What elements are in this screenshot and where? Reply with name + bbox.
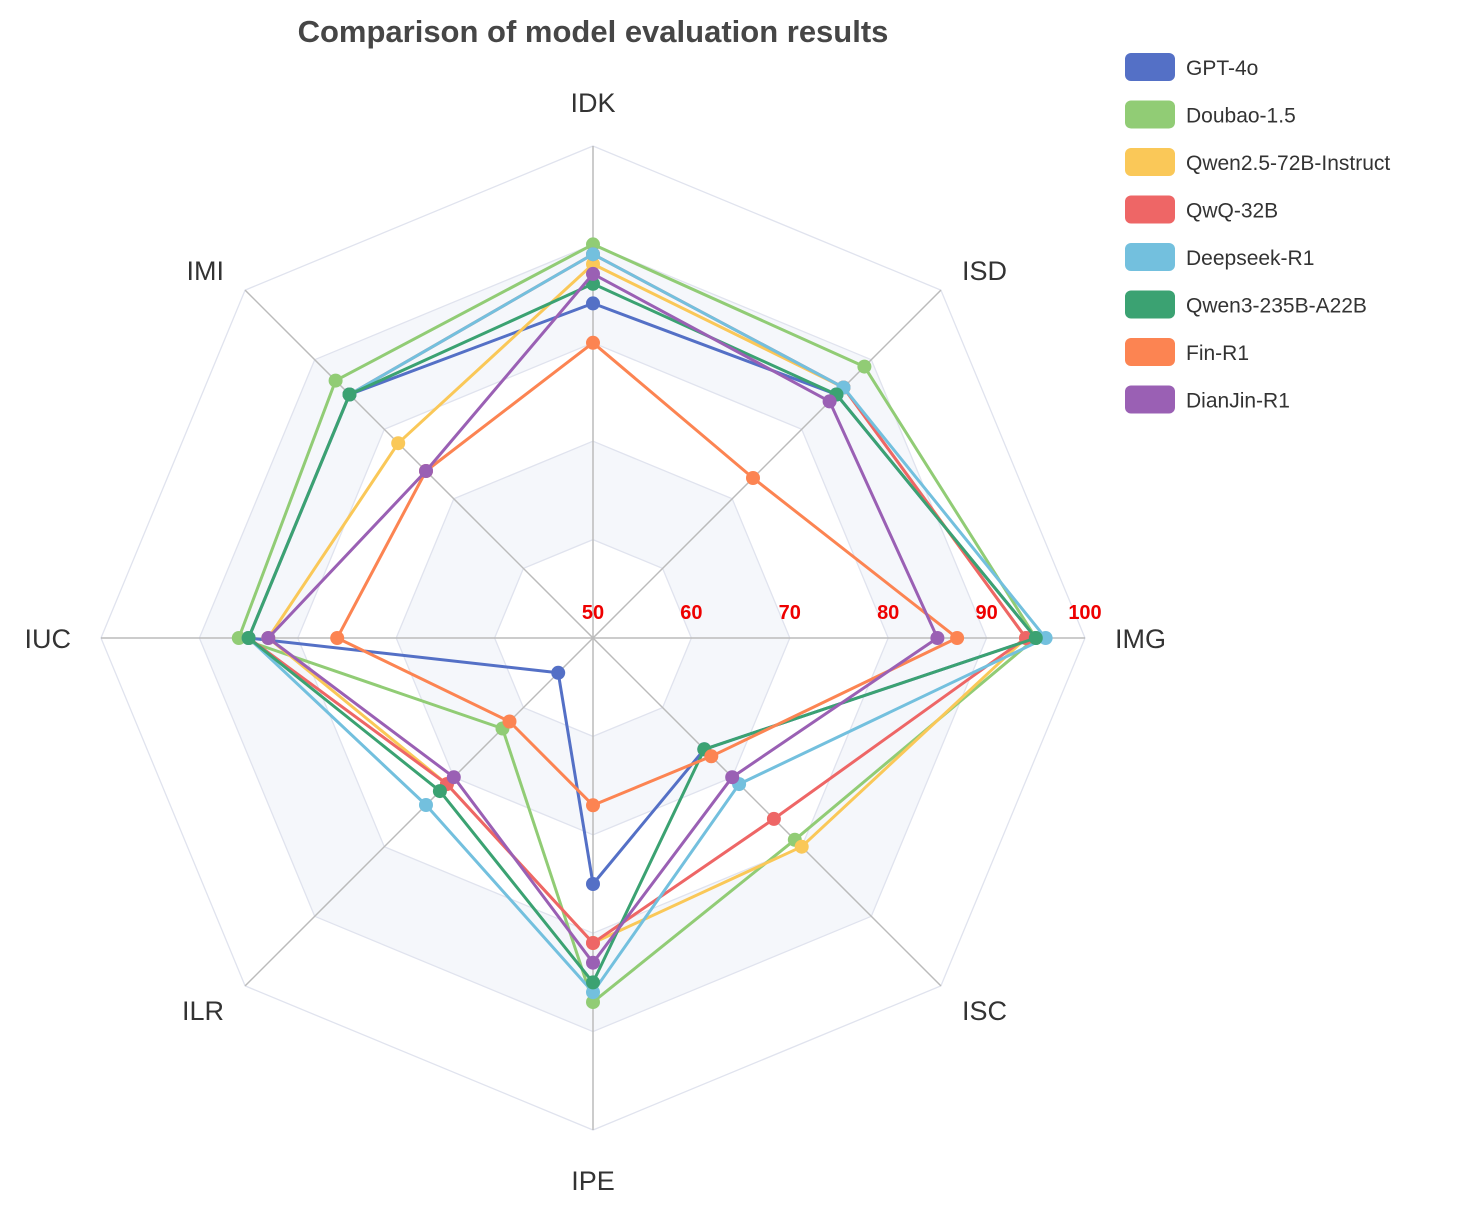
radar-axis-labels: IDK ISD IMG ISC IPE ILR IUC IMI [25,88,1167,1196]
data-point [586,237,600,252]
data-point [586,296,600,311]
radar-spokes [101,146,1085,1130]
legend-item[interactable]: Doubao-1.5 [1125,100,1296,129]
data-point [822,394,837,409]
legend-label: Qwen2.5-72B-Instruct [1186,152,1390,175]
data-point [1028,631,1043,645]
axis-label-IMI: IMI [187,256,225,286]
data-point [502,714,517,729]
data-point [586,257,600,272]
legend-item[interactable]: QwQ-32B [1125,195,1278,224]
tick-label: 70 [779,602,801,624]
legend-swatch [1125,53,1175,81]
legend-label: GPT-4o [1186,57,1258,80]
legend-swatch [1125,148,1175,176]
data-point [551,665,566,680]
legend-swatch [1125,385,1175,414]
legend-label: QwQ-32B [1186,200,1278,223]
legend-item[interactable]: Qwen2.5-72B-Instruct [1125,148,1390,176]
tick-label: 90 [975,602,997,624]
data-point [704,749,719,764]
data-point [746,471,760,485]
legend-item[interactable]: GPT-4o [1125,53,1258,81]
legend-swatch [1125,243,1175,271]
data-point [419,464,433,478]
legend-swatch [1125,290,1175,319]
data-point [231,631,246,645]
data-point [391,436,406,451]
legend-item[interactable]: Deepseek-R1 [1125,243,1314,271]
axis-label-ISC: ISC [962,996,1007,1026]
data-point [241,631,256,645]
axis-label-IUC: IUC [25,624,72,654]
legend-item[interactable]: DianJin-R1 [1125,385,1290,414]
data-point [930,631,945,645]
data-point [446,770,461,785]
data-point [1038,631,1053,645]
data-point [586,266,600,281]
legend-label: Doubao-1.5 [1186,105,1296,128]
data-point [586,247,600,262]
data-point [950,631,965,645]
data-point [857,359,872,374]
axis-label-IDK: IDK [570,88,615,118]
legend: GPT-4o Doubao-1.5 Qwen2.5-72B-Instruct QwQ-… [1125,53,1390,414]
axis-label-ISD: ISD [962,256,1007,286]
legend-item[interactable]: Qwen3-235B-A22B [1125,290,1367,319]
data-point [586,955,600,970]
data-point [586,985,600,1000]
data-point [261,631,276,645]
series-DianJin-R1 [261,266,945,970]
legend-label: DianJin-R1 [1186,390,1290,413]
legend-label: Qwen3-235B-A22B [1186,295,1367,318]
radar-series [231,237,1053,1010]
axis-spoke [244,637,594,987]
legend-label: Fin-R1 [1186,342,1249,365]
data-point [586,335,600,350]
axis-spoke [592,289,942,639]
data-point [432,784,447,799]
data-point [725,770,740,785]
data-point [342,387,357,402]
data-point [586,936,600,950]
legend-item[interactable]: Fin-R1 [1125,338,1249,366]
axis-spoke [592,637,942,987]
data-point [586,995,600,1010]
data-point [328,373,343,388]
tick-label: 80 [877,602,899,624]
axis-label-IMG: IMG [1115,624,1166,654]
data-point [586,877,600,891]
radar-tick-labels: 50 60 70 80 90 100 [582,602,1102,624]
legend-swatch [1125,100,1175,129]
chart-title: Comparison of model evaluation results [298,14,889,49]
tick-label: 50 [582,602,604,624]
legend-label: Deepseek-R1 [1186,247,1314,270]
data-point [586,798,600,813]
tick-label: 60 [680,602,702,624]
data-point [794,839,809,854]
data-point [766,811,781,826]
tick-label: 100 [1068,602,1101,624]
axis-label-ILR: ILR [182,996,224,1026]
legend-swatch [1125,195,1175,224]
series-Fin-R1 [330,335,965,813]
legend-swatch [1125,338,1175,366]
data-point [586,975,600,990]
data-point [419,798,433,812]
axis-label-IPE: IPE [571,1166,615,1196]
data-point [330,631,345,645]
axis-spoke [244,289,594,639]
